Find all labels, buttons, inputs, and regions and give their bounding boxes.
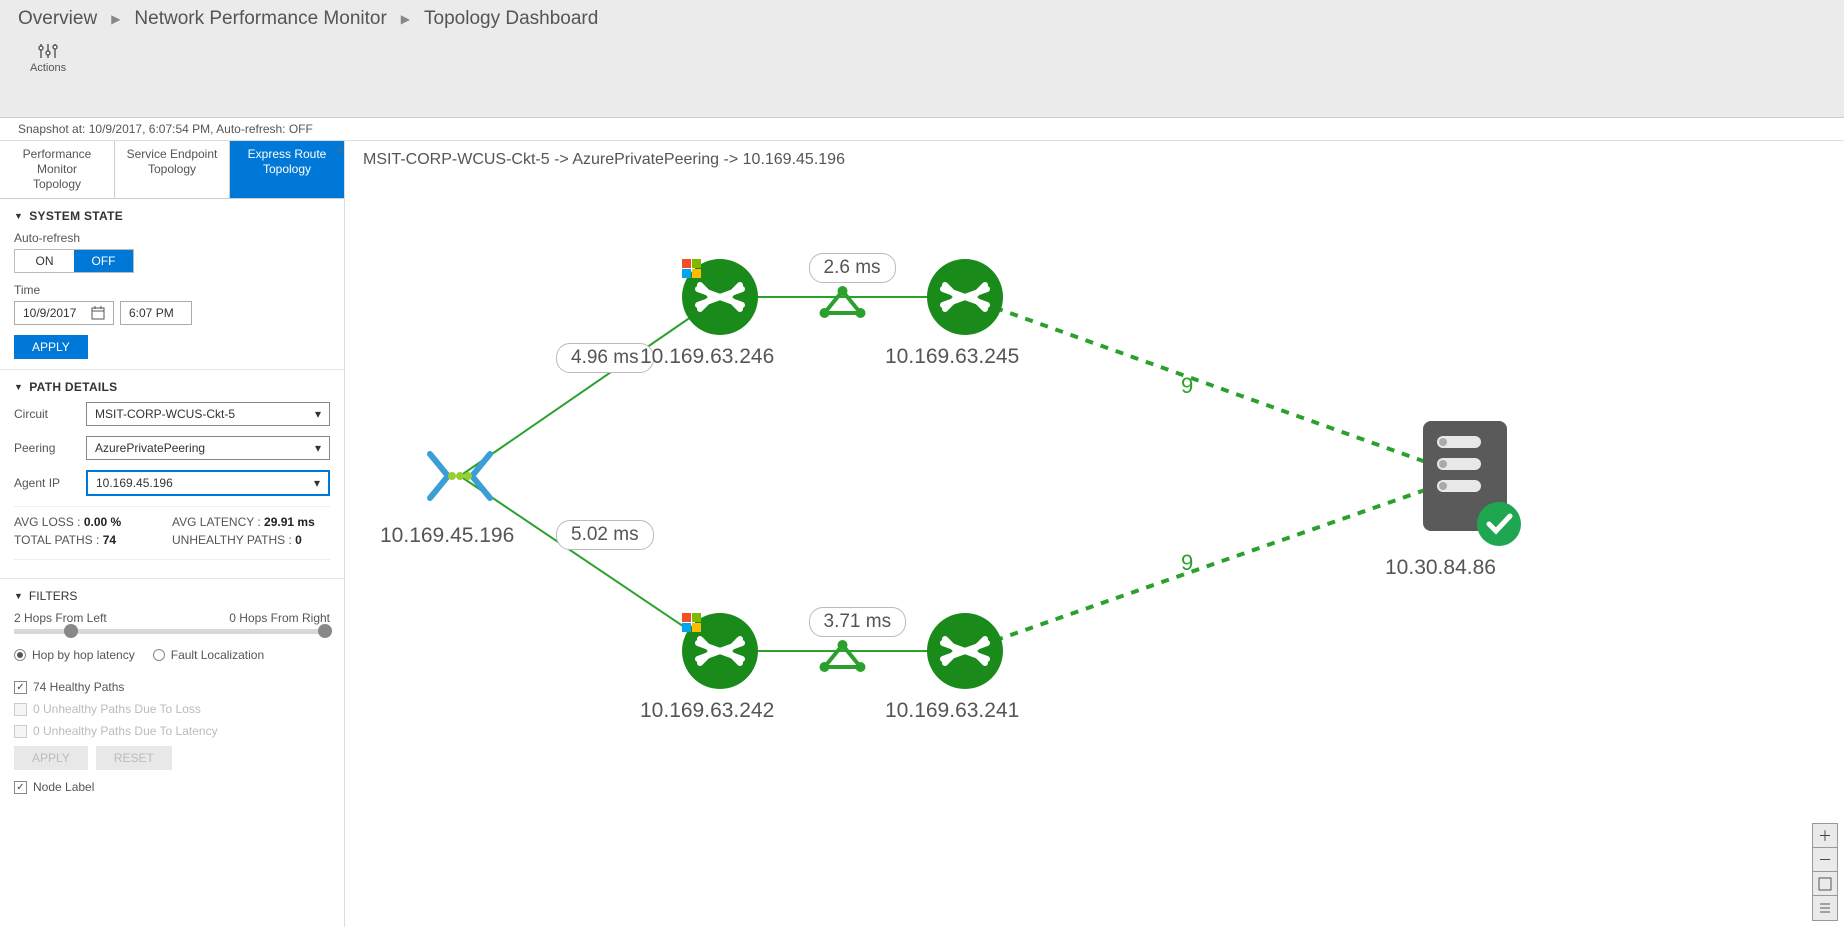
zoom-out-button[interactable]: － [1813, 848, 1837, 872]
tab-performance-monitor[interactable]: Performance Monitor Topology [0, 141, 115, 198]
tabs: Performance Monitor Topology Service End… [0, 141, 344, 199]
node-label: 10.169.63.245 [885, 345, 1045, 369]
check-healthy-paths[interactable]: 74 Healthy Paths [14, 680, 330, 694]
hops-slider[interactable] [14, 629, 330, 634]
topology-canvas[interactable]: 4.96 ms 5.02 ms 2.6 ms 3.71 ms 9 9 10.169.45.1… [345, 181, 1844, 927]
circuit-label: Circuit [14, 407, 76, 421]
node-label: 10.169.63.246 [640, 345, 800, 369]
section-title[interactable]: PATH DETAILS [14, 380, 330, 394]
zoom-list-button[interactable] [1813, 896, 1837, 920]
slider-handle-right[interactable] [318, 624, 332, 638]
path-title: MSIT-CORP-WCUS-Ckt-5 -> AzurePrivatePeer… [345, 141, 1844, 179]
chevron-down-icon: ▾ [315, 441, 321, 455]
zoom-fit-button[interactable] [1813, 872, 1837, 896]
node-label: 10.169.63.241 [885, 699, 1045, 723]
check-unhealthy-loss[interactable]: 0 Unhealthy Paths Due To Loss [14, 702, 330, 716]
circuit-select[interactable]: MSIT-CORP-WCUS-Ckt-5▾ [86, 402, 330, 426]
toggle-on[interactable]: ON [15, 250, 74, 272]
right-hops-label: 0 Hops From Right [229, 611, 330, 625]
section-title[interactable]: SYSTEM STATE [14, 209, 330, 223]
edge-latency-label: 9 [1181, 373, 1193, 399]
apply-button[interactable]: APPLY [14, 335, 88, 359]
check-unhealthy-latency[interactable]: 0 Unhealthy Paths Due To Latency [14, 724, 330, 738]
filters-section: FILTERS 2 Hops From Left 0 Hops From Rig… [0, 579, 344, 812]
content: MSIT-CORP-WCUS-Ckt-5 -> AzurePrivatePeer… [345, 141, 1844, 927]
date-input[interactable]: 10/9/2017 [14, 301, 114, 325]
tab-express-route[interactable]: Express Route Topology [230, 141, 344, 198]
topology-node[interactable] [927, 613, 1003, 689]
auto-refresh-label: Auto-refresh [14, 231, 330, 245]
topology-node[interactable] [682, 259, 758, 335]
auto-refresh-toggle[interactable]: ON OFF [14, 249, 134, 273]
edge-latency-label: 3.71 ms [809, 607, 907, 637]
agentip-label: Agent IP [14, 476, 76, 490]
radio-fault-localization[interactable]: Fault Localization [153, 648, 264, 662]
topology-node[interactable] [927, 259, 1003, 335]
filters-title: FILTERS [14, 589, 330, 603]
check-node-label[interactable]: Node Label [14, 780, 330, 794]
actions-button[interactable]: Actions [30, 42, 66, 74]
peering-label: Peering [14, 441, 76, 455]
edge-latency-label: 9 [1181, 550, 1193, 576]
actions-label: Actions [30, 62, 66, 74]
radio-hop-latency[interactable]: Hop by hop latency [14, 648, 135, 662]
snapshot-bar: Snapshot at: 10/9/2017, 6:07:54 PM, Auto… [0, 118, 1844, 141]
edge-latency-label: 2.6 ms [809, 253, 896, 283]
breadcrumb-item[interactable]: Overview [18, 8, 97, 30]
zoom-controls: ＋ － [1812, 823, 1838, 921]
breadcrumb: Overview ▶ Network Performance Monitor ▶… [0, 0, 1844, 38]
node-label: 10.30.84.86 [1385, 556, 1545, 580]
system-state-section: SYSTEM STATE Auto-refresh ON OFF Time 10… [0, 199, 344, 370]
edge-latency-label: 5.02 ms [556, 520, 654, 550]
time-label: Time [14, 283, 330, 297]
collapse-sidebar-icon[interactable]: ‹ [337, 141, 342, 159]
zoom-in-button[interactable]: ＋ [1813, 824, 1837, 848]
chevron-down-icon: ▾ [314, 476, 320, 490]
chevron-right-icon: ▶ [401, 12, 410, 26]
node-label: 10.169.63.242 [640, 699, 800, 723]
edge-latency-label: 4.96 ms [556, 343, 654, 373]
tab-service-endpoint[interactable]: Service Endpoint Topology [115, 141, 230, 198]
sidebar: ‹ Performance Monitor Topology Service E… [0, 141, 345, 927]
node-label: 10.169.45.196 [380, 524, 540, 548]
toggle-off[interactable]: OFF [74, 250, 133, 272]
slider-handle-left[interactable] [64, 624, 78, 638]
calendar-icon [91, 306, 105, 320]
header: Overview ▶ Network Performance Monitor ▶… [0, 0, 1844, 118]
left-hops-label: 2 Hops From Left [14, 611, 107, 625]
snapshot-text: Snapshot at: 10/9/2017, 6:07:54 PM, Auto… [18, 122, 313, 136]
breadcrumb-item[interactable]: Network Performance Monitor [134, 8, 386, 30]
chevron-down-icon: ▾ [315, 407, 321, 421]
topology-node[interactable] [682, 613, 758, 689]
chevron-right-icon: ▶ [111, 12, 120, 26]
path-stats: AVG LOSS : 0.00 % AVG LATENCY : 29.91 ms… [14, 506, 330, 560]
filters-reset-button[interactable]: RESET [96, 746, 172, 770]
filters-apply-button[interactable]: APPLY [14, 746, 88, 770]
path-details-section: PATH DETAILS Circuit MSIT-CORP-WCUS-Ckt-… [0, 370, 344, 579]
time-input[interactable]: 6:07 PM [120, 301, 192, 325]
sliders-icon [38, 42, 58, 60]
breadcrumb-item[interactable]: Topology Dashboard [424, 8, 598, 30]
agentip-select[interactable]: 10.169.45.196▾ [86, 470, 330, 496]
topology-node[interactable] [1423, 421, 1521, 546]
topology-node[interactable] [430, 454, 490, 498]
peering-select[interactable]: AzurePrivatePeering▾ [86, 436, 330, 460]
